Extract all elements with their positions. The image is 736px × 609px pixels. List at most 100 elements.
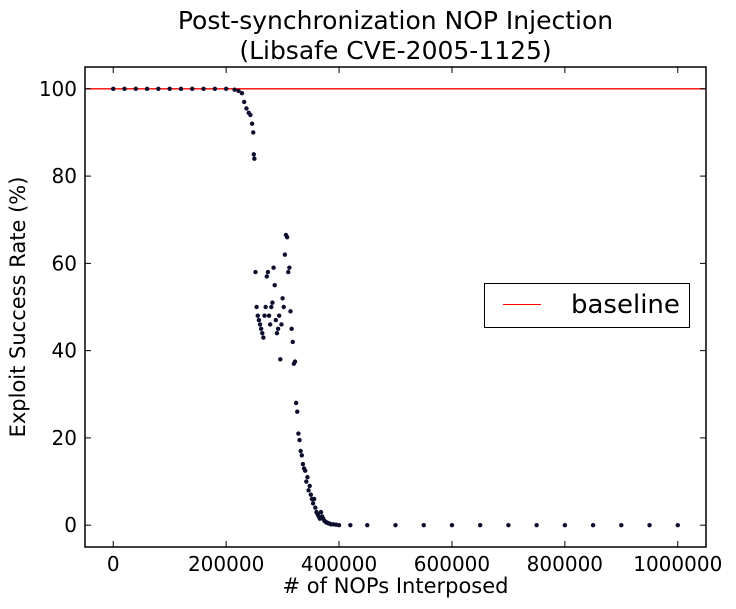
data-point [267, 322, 273, 327]
data-point [304, 479, 309, 484]
plot-marks [85, 86, 706, 528]
y-tick-label: 80 [52, 164, 77, 188]
y-tick-label: 20 [52, 426, 77, 450]
x-tick-label: 200000 [188, 552, 264, 576]
data-point [297, 437, 302, 443]
data-point [251, 130, 256, 135]
data-point [260, 330, 265, 336]
data-point [298, 448, 303, 454]
data-point [270, 300, 275, 305]
data-point [336, 522, 342, 528]
data-point [300, 461, 306, 467]
data-point [290, 339, 295, 345]
chart-title-line-2: (Libsafe CVE-2005-1125) [239, 36, 552, 65]
data-point [279, 322, 284, 327]
data-point [271, 265, 276, 270]
data-point [242, 99, 247, 105]
data-point [365, 522, 370, 528]
data-point [308, 492, 314, 497]
x-axis-label: # of NOPs Interposed [282, 574, 509, 598]
data-point [562, 522, 568, 528]
data-point [255, 313, 260, 318]
data-point [257, 322, 263, 327]
data-point [313, 505, 318, 510]
data-point [248, 112, 253, 118]
data-point [293, 400, 299, 406]
data-point [534, 522, 539, 528]
data-point [272, 282, 277, 288]
data-point [305, 474, 310, 480]
data-point [251, 152, 256, 157]
data-point [261, 335, 266, 340]
data-point [273, 317, 279, 323]
data-point [282, 252, 288, 257]
data-point [122, 86, 127, 92]
data-point [302, 468, 308, 473]
x-tick-label: 0 [107, 552, 120, 576]
data-point [232, 87, 237, 92]
data-point [289, 326, 294, 332]
y-axis-label: Exploit Success Rate (%) [6, 176, 30, 438]
data-point [284, 234, 290, 240]
data-point [239, 90, 245, 96]
data-point [310, 501, 316, 506]
data-point [590, 522, 596, 528]
data-point [190, 86, 195, 92]
data-point [252, 156, 257, 161]
x-tick-label: 400000 [301, 552, 377, 576]
x-tick-label: 800000 [527, 552, 603, 576]
data-point [265, 269, 271, 275]
data-point [244, 106, 249, 111]
data-point [348, 522, 353, 528]
data-point [393, 522, 398, 528]
data-point [254, 304, 259, 310]
data-point [296, 431, 301, 436]
legend: baseline [484, 283, 690, 328]
data-point [288, 309, 293, 314]
data-point [299, 453, 304, 458]
data-point [506, 522, 511, 528]
data-point [647, 522, 652, 528]
y-tick-label: 60 [52, 251, 77, 275]
data-point [318, 509, 324, 515]
data-point [278, 357, 283, 362]
data-point [262, 313, 267, 318]
data-point [263, 304, 268, 310]
data-point [111, 86, 116, 92]
data-point [281, 304, 286, 310]
data-point [258, 326, 264, 332]
legend-baseline-label: baseline [571, 290, 680, 320]
axis-ticks: 0 200000 400000 600000 800000 1000000 0 20 40 60 8… [39, 67, 722, 576]
data-point [167, 86, 172, 92]
x-tick-label: 600000 [414, 552, 490, 576]
y-tick-label: 0 [64, 513, 77, 537]
data-point [249, 121, 255, 126]
data-point [295, 409, 300, 414]
data-point [280, 296, 285, 301]
data-point [286, 269, 291, 275]
data-point [277, 313, 282, 318]
data-point [477, 522, 483, 528]
data-point [307, 483, 312, 489]
data-point [312, 496, 317, 502]
plot-frame [84, 66, 707, 548]
y-tick-label: 100 [39, 77, 77, 101]
data-point [287, 265, 292, 270]
data-point [306, 488, 311, 493]
data-point [269, 304, 274, 310]
data-point [178, 86, 184, 92]
chart-title-line-1: Post-synchronization NOP Injection [177, 6, 614, 35]
y-tick-label: 40 [52, 339, 77, 363]
data-point [619, 522, 624, 528]
data-point [212, 86, 218, 92]
data-point [264, 274, 269, 279]
data-point [274, 330, 280, 336]
data-point [275, 326, 281, 332]
legend-baseline-swatch [503, 304, 541, 305]
x-tick-label: 1000000 [633, 552, 722, 576]
data-point [223, 86, 229, 92]
data-point [201, 86, 206, 92]
data-point [253, 269, 258, 275]
data-point [266, 313, 272, 318]
